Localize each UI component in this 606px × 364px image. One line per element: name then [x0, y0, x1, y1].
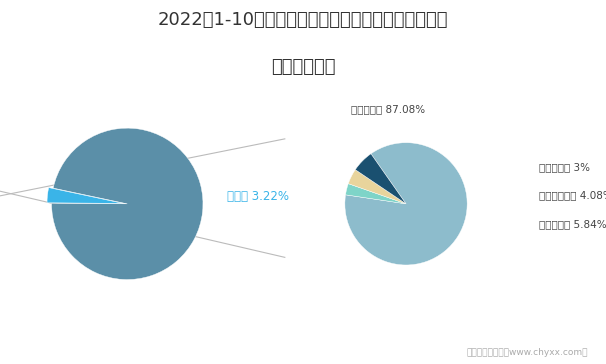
Wedge shape	[52, 128, 203, 280]
Wedge shape	[348, 170, 406, 204]
Text: 2022年1-10月陕西省发电量占全国比重及该地区各发: 2022年1-10月陕西省发电量占全国比重及该地区各发	[158, 11, 448, 29]
Text: 电类型占比图: 电类型占比图	[271, 58, 335, 76]
Text: 全国其他省份
96.78%: 全国其他省份 96.78%	[62, 185, 107, 216]
Text: 水力发电量 3%: 水力发电量 3%	[539, 162, 590, 173]
Text: 制图：智研咨询（www.chyxx.com）: 制图：智研咨询（www.chyxx.com）	[467, 348, 588, 357]
Text: 风力发电量 5.84%: 风力发电量 5.84%	[539, 219, 606, 229]
Wedge shape	[345, 143, 467, 265]
Wedge shape	[47, 187, 123, 203]
Text: 陕西省 3.22%: 陕西省 3.22%	[227, 190, 289, 203]
Wedge shape	[345, 184, 406, 204]
Text: 火力发电量 87.08%: 火力发电量 87.08%	[351, 105, 425, 115]
Text: 太阳能发电量 4.08%: 太阳能发电量 4.08%	[539, 190, 606, 200]
Wedge shape	[355, 154, 406, 204]
